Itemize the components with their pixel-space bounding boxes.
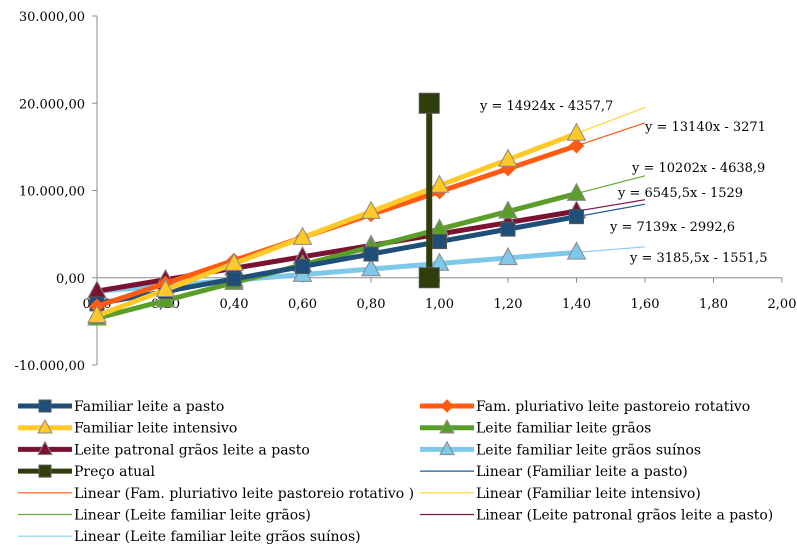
legend-label: Familiar leite a pasto	[74, 399, 224, 415]
legend-label: Leite familiar leite grãos suínos	[476, 442, 701, 458]
x-tick-label: 1,00	[425, 297, 454, 312]
series-line	[94, 130, 579, 319]
data-point	[498, 200, 518, 219]
legend-marker	[439, 418, 455, 434]
trendline-equation: y = 7139x - 2992,6	[609, 220, 735, 235]
data-point	[498, 246, 518, 266]
y-tick-label: 10.000,00	[19, 185, 85, 200]
series-line	[94, 214, 579, 307]
legend: Familiar leite a pasto Fam. pluriativo le…	[18, 399, 773, 545]
trendline-equation: y = 3185,5x - 1551,5	[629, 251, 767, 266]
trendline-equation: y = 10202x - 4638,9	[631, 161, 765, 176]
data-point	[498, 148, 518, 167]
data-point	[361, 258, 381, 277]
y-tick-label: 20.000,00	[19, 97, 85, 112]
legend-label: Preço atual	[74, 464, 155, 480]
data-point	[432, 234, 447, 250]
legend-item: Fam. pluriativo leite pastoreio rotativo	[420, 399, 750, 415]
legend-item: Linear (Fam. pluriativo leite pastoreio …	[18, 486, 414, 502]
trendline-equation: y = 13140x - 3271	[644, 120, 766, 135]
data-point	[418, 92, 440, 114]
data-point	[500, 221, 516, 237]
data-point	[292, 226, 313, 245]
data-point	[566, 122, 587, 141]
legend-item: Linear (Familiar leite a pasto)	[420, 464, 688, 480]
data-point	[295, 258, 310, 274]
x-tick-label: 1,20	[494, 297, 523, 312]
legend-item: Linear (Leite patronal grãos leite a pas…	[420, 508, 773, 524]
x-tick-label: 1,80	[699, 297, 728, 312]
data-point	[568, 138, 585, 154]
legend-marker	[440, 399, 454, 413]
data-point	[224, 252, 244, 271]
legend-label: Linear (Familiar leite a pasto)	[476, 464, 688, 480]
legend-item: Linear (Leite familiar leite grãos)	[18, 508, 311, 524]
legend-label: Linear (Leite familiar leite grãos suíno…	[74, 529, 361, 545]
legend-item: Preço atual	[18, 464, 155, 480]
series-group	[87, 92, 587, 326]
data-point	[363, 246, 379, 262]
legend-marker	[37, 440, 53, 456]
data-point	[155, 278, 176, 297]
data-point	[566, 182, 587, 201]
y-tick-label: -10.000,00	[14, 359, 85, 374]
data-point	[566, 241, 587, 260]
data-point	[361, 200, 381, 219]
y-tick-label: 30.000,00	[19, 10, 85, 25]
data-point	[418, 267, 440, 289]
legend-label: Leite patronal grãos leite a pasto	[74, 442, 310, 458]
legend-label: Fam. pluriativo leite pastoreio rotativo	[476, 399, 750, 415]
data-point	[226, 271, 242, 287]
legend-item: Leite familiar leite grãos suínos	[420, 440, 701, 458]
series-line	[94, 191, 579, 321]
legend-label: Leite familiar leite grãos	[476, 421, 651, 437]
legend-label: Linear (Leite patronal grãos leite a pas…	[476, 508, 773, 524]
equations: y = 7139x - 2992,6 y = 13140x - 3271 y = 1…	[479, 99, 767, 266]
legend-item: Familiar leite a pasto	[18, 399, 224, 415]
legend-item: Linear (Familiar leite intensivo)	[420, 486, 701, 502]
trendline-equation: y = 14924x - 4357,7	[479, 99, 613, 114]
x-tick-label: 0,80	[357, 297, 386, 312]
x-tick-label: 1,40	[562, 297, 591, 312]
legend-item: Linear (Leite familiar leite grãos suíno…	[18, 529, 361, 545]
data-point	[87, 304, 107, 324]
x-tick-label: 0,60	[288, 297, 317, 312]
x-tick-label: 1,60	[631, 297, 660, 312]
y-tick-label: 0,00	[56, 272, 85, 287]
legend-label: Linear (Fam. pluriativo leite pastoreio …	[74, 486, 414, 502]
legend-item: Leite familiar leite grãos	[420, 418, 651, 437]
data-point	[569, 209, 584, 225]
legend-item: Familiar leite intensivo	[18, 418, 237, 437]
legend-label: Linear (Leite familiar leite grãos)	[74, 508, 311, 524]
legend-item: Leite patronal grãos leite a pasto	[18, 440, 310, 458]
x-tick-label: 2,00	[768, 297, 797, 312]
legend-label: Linear (Familiar leite intensivo)	[476, 486, 701, 502]
legend-marker	[38, 399, 52, 413]
data-point	[429, 174, 450, 193]
legend-marker	[439, 440, 455, 456]
legend-marker	[37, 418, 53, 434]
legend-label: Familiar leite intensivo	[74, 421, 237, 437]
legend-marker	[38, 464, 52, 478]
trendline-equation: y = 6545,5x - 1529	[617, 186, 743, 201]
x-tick-label: 0,40	[220, 297, 249, 312]
